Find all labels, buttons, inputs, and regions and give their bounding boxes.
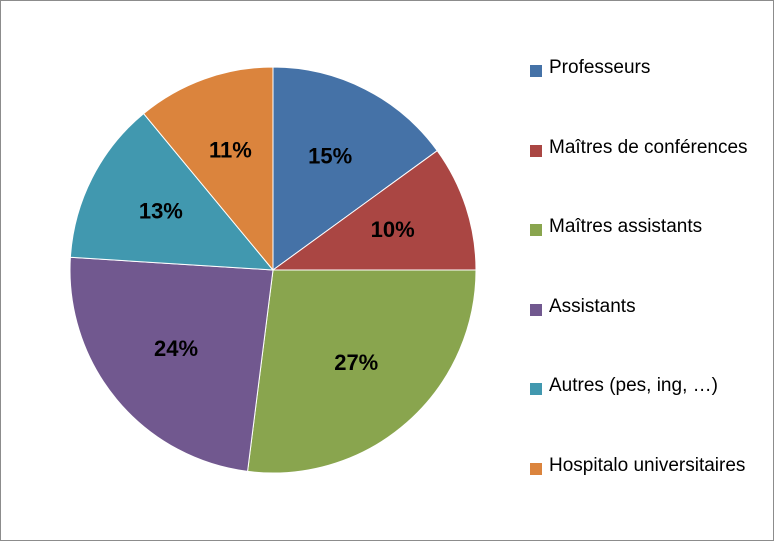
data-label: 15%	[308, 144, 352, 169]
legend-label: Maîtres assistants	[549, 216, 703, 237]
legend-item: Maîtres de conférences	[530, 137, 760, 165]
pie-slice	[69, 256, 274, 472]
legend-label: Assistants	[549, 295, 636, 317]
pie-slice	[69, 112, 275, 271]
legend-item: Hospitalo universitaires	[530, 455, 760, 483]
legend-swatch	[530, 65, 542, 77]
legend-swatch	[530, 144, 542, 157]
legend-label: Maîtres de conférences	[549, 136, 748, 158]
legend-label: Autres (pes, ing, …)	[549, 375, 718, 396]
legend-item: Assistants	[530, 296, 760, 324]
legend-swatch	[530, 303, 542, 316]
data-label: 11%	[209, 137, 252, 162]
legend-swatch	[530, 383, 542, 395]
legend-label: Hospitalo universitaires	[549, 454, 746, 476]
legend-item: Professeurs	[530, 57, 760, 85]
data-label: 13%	[139, 199, 183, 224]
legend-swatch	[530, 224, 542, 236]
legend-label: Professeurs	[549, 57, 651, 78]
pie-slice	[142, 66, 274, 272]
legend-swatch	[530, 462, 542, 475]
pie-slice	[246, 269, 477, 474]
data-label: 27%	[334, 350, 378, 375]
data-label: 10%	[371, 217, 415, 242]
pie-slice	[272, 66, 438, 271]
pie-slice	[271, 149, 477, 271]
legend-item: Maîtres assistants	[530, 216, 760, 244]
legend-item: Autres (pes, ing, …)	[530, 375, 760, 403]
data-label: 24%	[154, 336, 198, 361]
